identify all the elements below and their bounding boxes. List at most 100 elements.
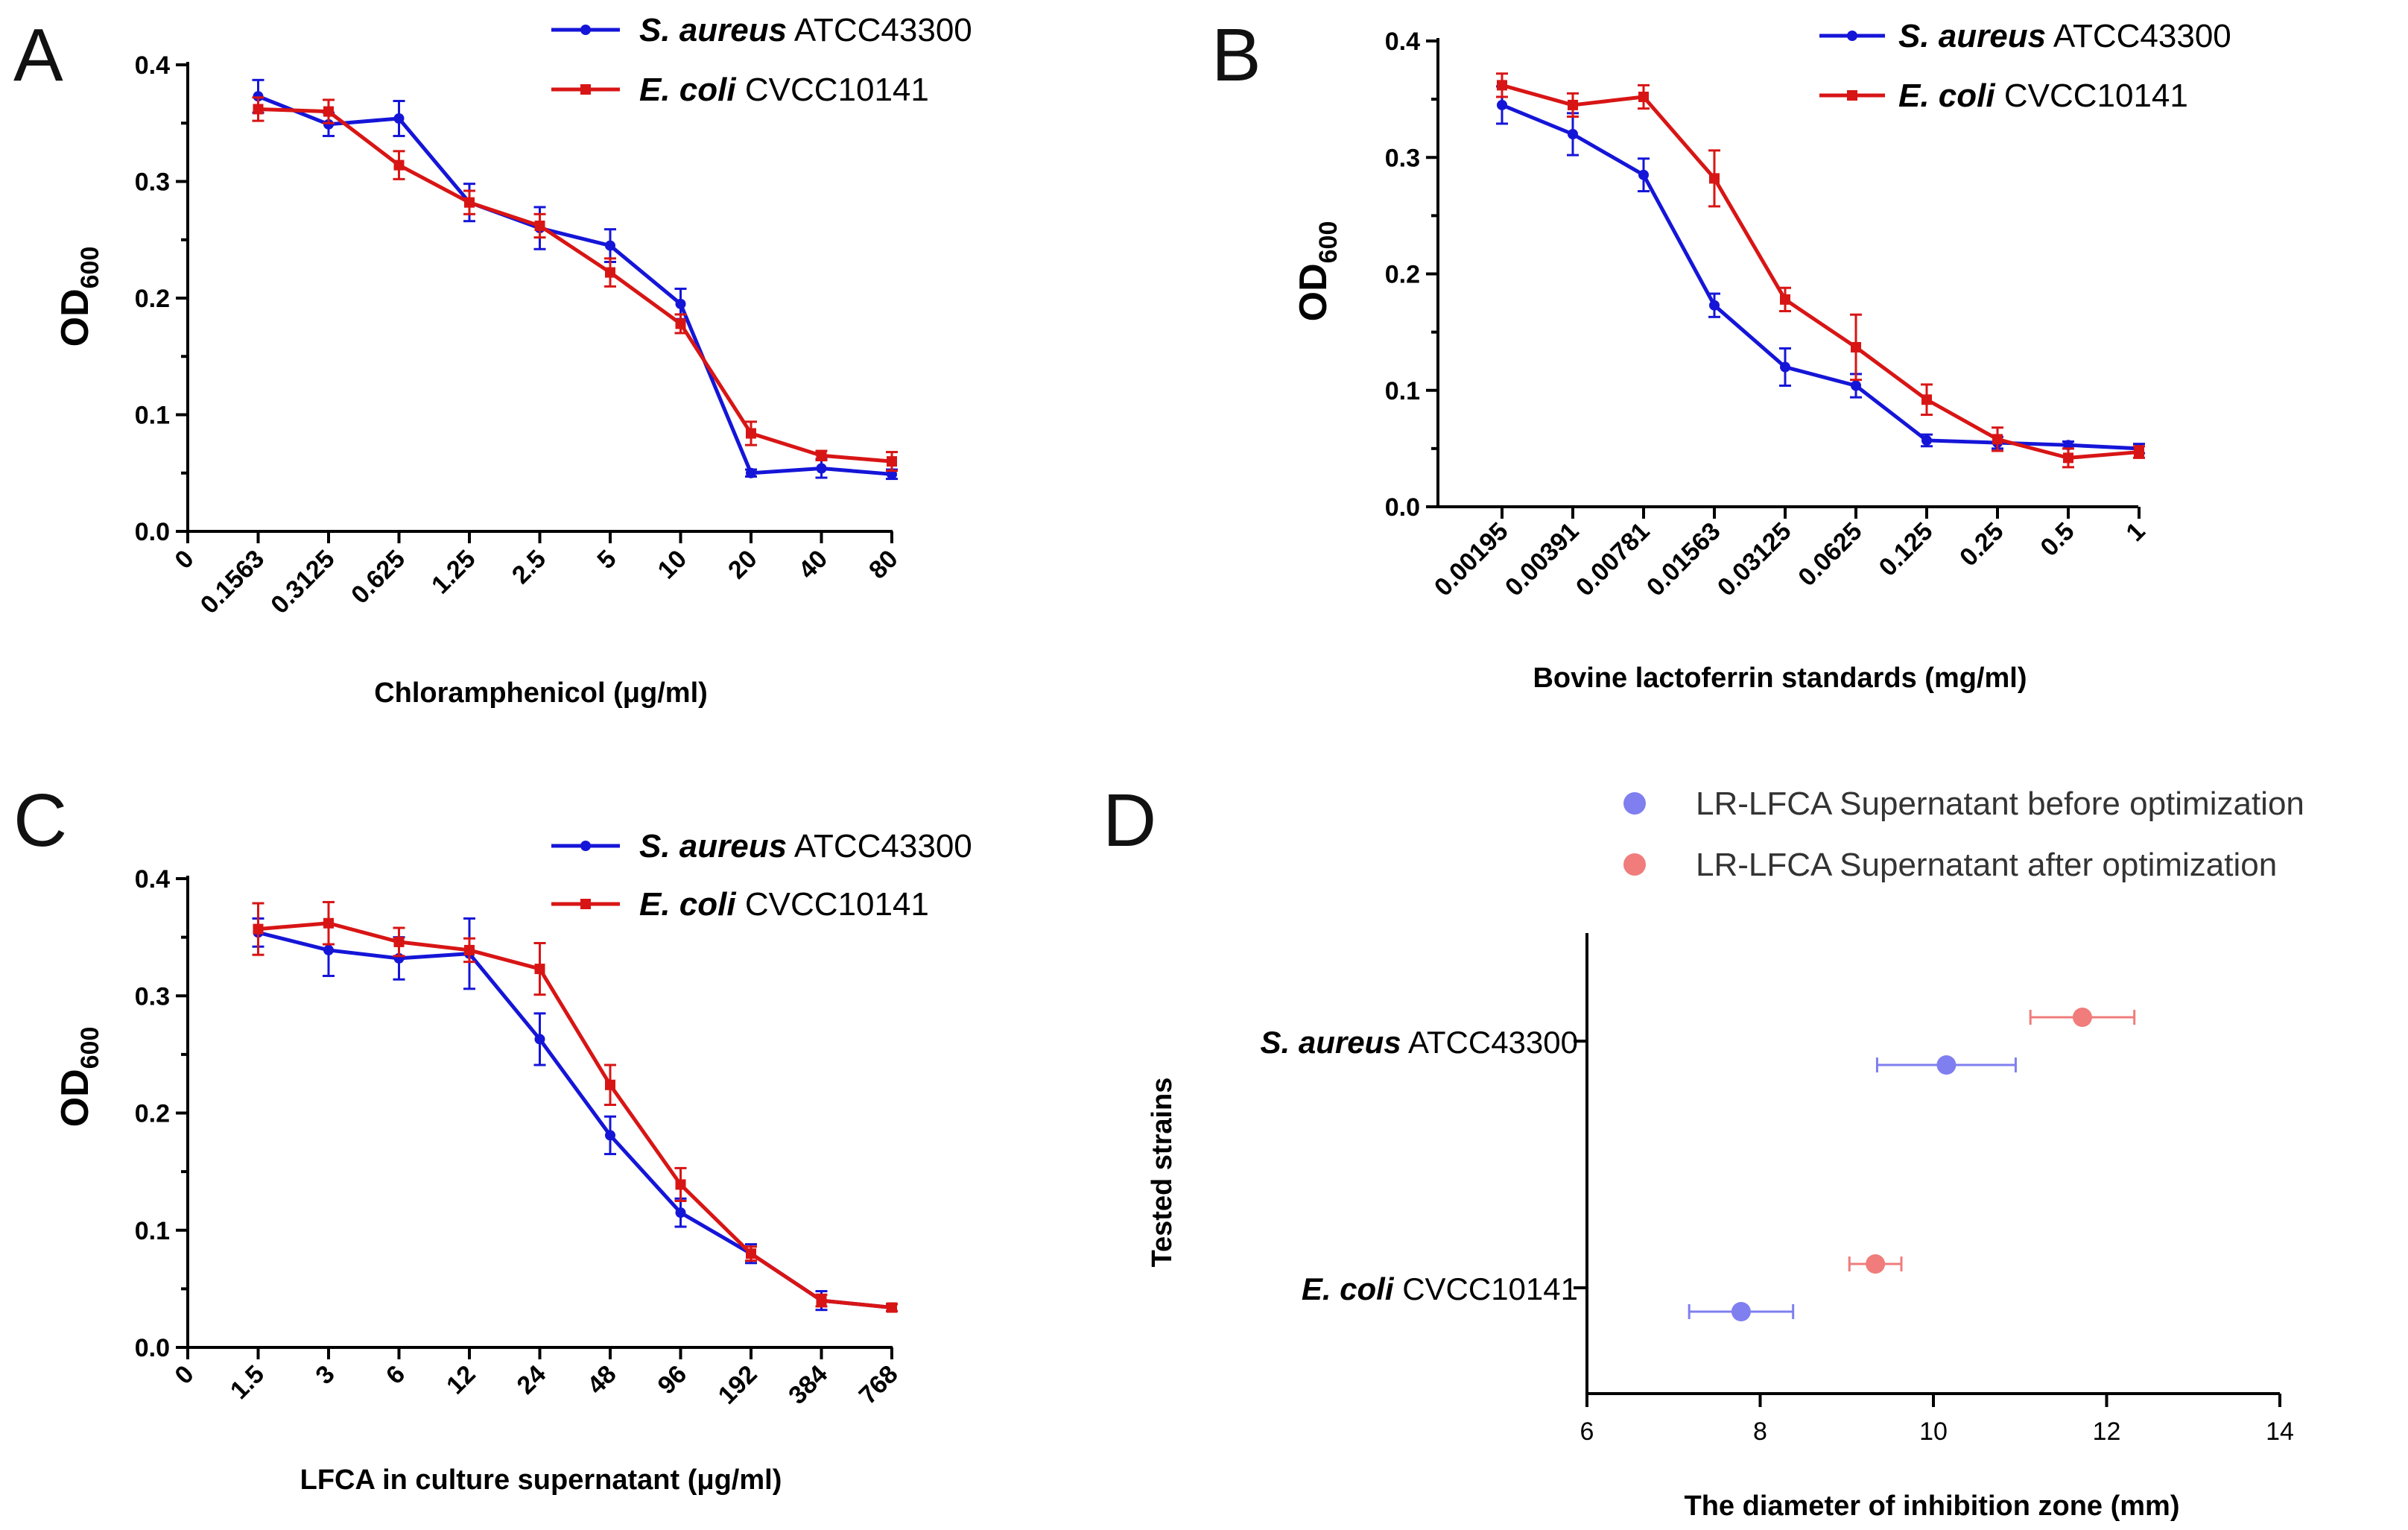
panel-b-series-e-coli-point	[1992, 434, 2003, 445]
panel-c-x-tick-label: 384	[783, 1360, 833, 1410]
panel-d-x-tick-label: 8	[1753, 1417, 1767, 1446]
panel-b-series-e-coli-point	[1638, 92, 1649, 102]
panel-c-x-tick-label: 12	[441, 1360, 481, 1400]
panel-c-legend-marker-e-coli	[580, 899, 591, 909]
panel-b-y-tick-label: 0.3	[1385, 144, 1420, 172]
panel-b-series-e-coli-point	[1851, 341, 1861, 353]
panel-b-x-tick-label: 0.5	[2035, 517, 2079, 562]
panel-b-series-s-aureus-line	[1501, 103, 2140, 451]
panel-b-x-tick-label: 0.00195	[1429, 517, 1514, 602]
panel-c: C 0.0 0.1 0.2 0.3 0.4 0 1.5 3 6 12 24 48 96 192 384 768…	[13, 779, 972, 1496]
panel-a-x-tick-label: 0.3125	[265, 545, 340, 619]
panel-c-series-e-coli-point	[887, 1302, 897, 1313]
panel-d-legend: LR-LFCA Supernatant before optimization …	[1623, 785, 2304, 883]
panel-b-x-tick-label: 0.0625	[1793, 517, 1867, 592]
panel-a-x-tick-label: 5	[592, 545, 621, 575]
panel-a-legend-label-e-coli: E. coli CVCC10141	[639, 72, 929, 108]
panel-a-series-e-coli-point	[534, 220, 545, 231]
panel-b-series-e-coli-point	[1568, 99, 1578, 110]
panel-b-legend: S. aureus ATCC43300 E. coli CVCC10141	[1819, 18, 2231, 114]
panel-c-legend-label-e-coli: E. coli CVCC10141	[639, 886, 929, 923]
panel-b-series-s-aureus-point	[1921, 434, 1932, 446]
panel-d-after-point	[2072, 1008, 2092, 1027]
panel-a-series-e-coli-point	[816, 450, 827, 461]
panel-c-legend-marker-s-aureus	[580, 841, 591, 851]
panel-c-x-tick-label: 24	[512, 1360, 552, 1400]
panel-c-legend: S. aureus ATCC43300 E. coli CVCC10141	[551, 828, 972, 923]
panel-b-x-tick-label: 0.25	[1954, 517, 2009, 572]
panel-d-strain-label-s-aureus: S. aureus ATCC43300	[1261, 1025, 1578, 1060]
panel-b-y-tick-label: 0.4	[1385, 28, 1420, 56]
panel-c-plot: 0.0 0.1 0.2 0.3 0.4 0 1.5 3 6 12 24 48 96 192 384 768	[135, 865, 904, 1410]
panel-a-series-s-aureus-point	[816, 463, 827, 474]
panel-b-legend-marker-e-coli	[1847, 90, 1857, 101]
panel-a-series-e-coli-point	[464, 197, 475, 208]
panel-b-legend-marker-s-aureus	[1847, 31, 1857, 41]
panel-c-series-e-coli-point	[675, 1179, 686, 1190]
panel-c-series-e-coli-point	[464, 944, 475, 955]
panel-b-series-e-coli-point	[1921, 394, 1932, 405]
panel-a-series-s-aureus-line	[257, 94, 893, 476]
panel-a-series-e-coli-line	[258, 107, 893, 464]
panel-c-series-e-coli-line	[258, 921, 893, 1310]
panel-c-x-tick-label: 768	[854, 1360, 904, 1410]
panel-a-series-s-aureus-point	[393, 113, 405, 124]
panel-b-ylabel: OD600	[1292, 221, 1343, 322]
panel-b-series-e-coli-point	[1780, 294, 1790, 305]
panel-c-x-tick-label: 6	[381, 1360, 411, 1390]
panel-c-series-e-coli-point	[253, 923, 264, 935]
panel-c-x-tick-label: 1.5	[225, 1360, 270, 1405]
panel-b-xlabel: Bovine lactoferrin standards (mg/ml)	[1533, 663, 2027, 694]
panel-b: B 0.00.10.20.30.40.001950.003910.007810.…	[1211, 13, 2231, 694]
panel-d-x-tick-label: 12	[2093, 1417, 2121, 1446]
panel-a-ylabel-sub: 600	[76, 247, 104, 289]
panel-b-x-tick-label: 0.00391	[1500, 517, 1585, 602]
panel-a-series-s-aureus-point	[605, 240, 615, 251]
panel-a-series-s-aureus-point	[253, 91, 264, 102]
panel-b-series-s-aureus-point	[1851, 380, 1861, 391]
panel-c-series-e-coli-point	[746, 1248, 756, 1259]
panel-d-legend-label-after: LR-LFCA Supernatant after optimization	[1696, 847, 2277, 883]
panel-c-series-e-coli-point	[323, 917, 334, 929]
panel-c-series-e-coli-point	[605, 1079, 615, 1090]
panel-b-x-tick-label: 0.03125	[1712, 517, 1797, 602]
panel-c-xlabel: LFCA in culture supernatant (μg/ml)	[300, 1464, 782, 1496]
panel-c-series-e-coli-point	[393, 936, 405, 947]
panel-c-series-s-aureus-point	[323, 944, 334, 955]
panel-a-x-tick-label: 10	[653, 545, 693, 585]
panel-a-series-e-coli-point	[605, 267, 615, 278]
panel-d-after-point	[1866, 1254, 1886, 1274]
panel-c-series-s-aureus-point	[675, 1207, 686, 1218]
panel-c-letter: C	[13, 779, 67, 862]
panel-c-y-tick-label: 0.4	[135, 865, 170, 894]
panel-d-x-tick-label: 14	[2266, 1417, 2294, 1446]
panel-b-series-s-aureus-point	[1497, 99, 1507, 110]
panel-b-series-e-coli-point	[2134, 446, 2144, 458]
panel-b-x-tick-label: 0.125	[1874, 517, 1939, 582]
panel-a-x-tick-label: 0.625	[346, 545, 411, 610]
panel-b-x-tick-label: 0.00781	[1571, 517, 1656, 602]
panel-a-series-s-aureus-point	[746, 467, 756, 478]
panel-c-y-tick-label: 0.0	[135, 1334, 170, 1362]
panel-c-ylabel-main: OD	[54, 1069, 97, 1127]
panel-b-series-s-aureus-point	[1780, 361, 1790, 373]
panel-a-legend: S. aureus ATCC43300 E. coli CVCC10141	[551, 12, 972, 108]
panel-c-ylabel-sub: 600	[76, 1027, 104, 1069]
panel-d-before-point	[1936, 1055, 1956, 1075]
panel-b-y-tick-label: 0.2	[1385, 261, 1420, 289]
panel-b-series-e-coli-point	[2063, 452, 2073, 464]
panel-a-legend-marker-s-aureus	[580, 25, 591, 35]
panel-a-x-tick-label: 0	[169, 545, 199, 575]
panel-a-series-e-coli-point	[253, 104, 264, 115]
panel-d-strain-label-e-coli: E. coli CVCC10141	[1302, 1271, 1578, 1306]
panel-a-series-e-coli-point	[323, 106, 334, 117]
panel-b-y-tick-label: 0.0	[1385, 493, 1420, 522]
panel-d-before-point	[1731, 1302, 1751, 1321]
panel-c-x-tick-label: 0	[169, 1360, 199, 1390]
panel-b-ylabel-sub: 600	[1314, 221, 1343, 264]
panel-c-x-tick-label: 48	[582, 1360, 622, 1400]
panel-a-series-s-aureus-point	[323, 118, 334, 130]
panel-a-xlabel: Chloramphenicol (μg/ml)	[374, 677, 708, 709]
panel-d: D LR-LFCA Supernatant before optimizatio…	[1103, 779, 2304, 1522]
